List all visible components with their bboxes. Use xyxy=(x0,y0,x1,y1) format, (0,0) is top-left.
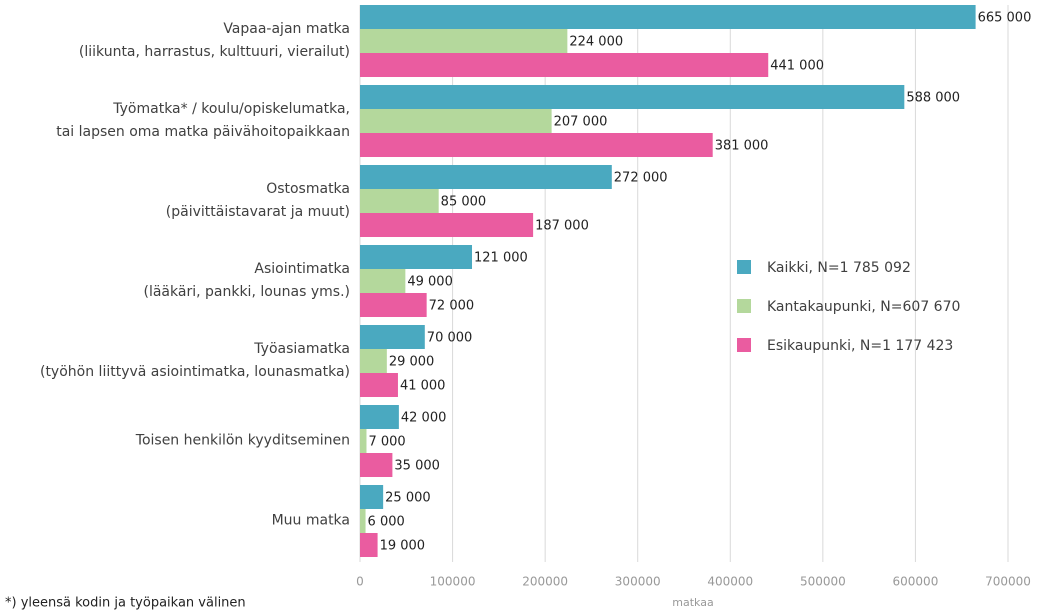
data-label: 588 000 xyxy=(906,91,960,106)
data-label: 85 000 xyxy=(441,195,487,210)
legend-label: Kantakaupunki, N=607 670 xyxy=(767,299,960,315)
data-label: 19 000 xyxy=(380,539,426,554)
bar xyxy=(360,373,398,397)
category-label: Asiointimatka (lääkäri, pankki, lounas y… xyxy=(143,261,351,300)
data-label: 272 000 xyxy=(614,171,668,186)
data-label: 42 000 xyxy=(401,411,447,426)
data-label: 6 000 xyxy=(368,515,405,530)
bar xyxy=(360,453,393,477)
category-label: Ostosmatka (päivittäistavarat ja muut) xyxy=(165,181,350,220)
legend-swatch xyxy=(737,260,751,274)
footnote: *) yleensä kodin ja työpaikan välinen xyxy=(5,596,246,611)
data-label: 441 000 xyxy=(770,59,824,74)
data-label: 49 000 xyxy=(407,275,453,290)
bar xyxy=(360,133,713,157)
data-label: 381 000 xyxy=(715,139,769,154)
bar xyxy=(360,405,399,429)
x-tick-label: 200000 xyxy=(522,575,568,589)
x-tick-label: 500000 xyxy=(800,575,846,589)
data-label: 665 000 xyxy=(978,11,1032,26)
bar xyxy=(360,429,367,453)
bar xyxy=(360,509,366,533)
legend-swatch xyxy=(737,338,751,352)
bar xyxy=(360,109,552,133)
bar xyxy=(360,269,406,293)
data-label: 35 000 xyxy=(394,459,440,474)
category-label: Vapaa-ajan matka (liikunta, harrastus, k… xyxy=(78,21,350,60)
data-label: 41 000 xyxy=(400,379,446,394)
x-axis-label: matkaa xyxy=(672,596,713,609)
x-tick-label: 300000 xyxy=(615,575,661,589)
bar xyxy=(360,189,439,213)
bar xyxy=(360,485,384,509)
bar xyxy=(360,53,769,77)
bar xyxy=(360,349,387,373)
bar xyxy=(360,533,378,557)
x-tick-label: 600000 xyxy=(893,575,939,589)
data-label: 121 000 xyxy=(474,251,528,266)
category-label: Toisen henkilön kyyditseminen xyxy=(135,432,350,449)
x-tick-label: 700000 xyxy=(985,575,1031,589)
legend-swatch xyxy=(737,299,751,313)
x-tick-label: 400000 xyxy=(707,575,753,589)
bar xyxy=(360,165,612,189)
bar xyxy=(360,245,473,269)
legend-label: Esikaupunki, N=1 177 423 xyxy=(767,338,953,354)
data-label: 207 000 xyxy=(554,115,608,130)
bar xyxy=(360,5,976,29)
data-label: 72 000 xyxy=(429,299,475,314)
data-label: 25 000 xyxy=(385,491,431,506)
data-label: 187 000 xyxy=(535,219,589,234)
bar xyxy=(360,213,534,237)
legend-label: Kaikki, N=1 785 092 xyxy=(767,260,911,276)
category-label: Muu matka xyxy=(271,512,350,529)
data-label: 7 000 xyxy=(368,435,405,450)
data-label: 224 000 xyxy=(569,35,623,50)
data-label: 29 000 xyxy=(389,355,435,370)
category-label: Työasiamatka (työhön liittyvä asiointima… xyxy=(39,341,350,380)
data-label: 70 000 xyxy=(427,331,473,346)
x-tick-label: 0 xyxy=(356,575,364,589)
bar xyxy=(360,293,427,317)
bar xyxy=(360,29,568,53)
bar xyxy=(360,85,905,109)
category-label: Työmatka* / koulu/opiskelumatka, tai lap… xyxy=(56,101,350,140)
bar xyxy=(360,325,425,349)
x-tick-label: 100000 xyxy=(430,575,476,589)
